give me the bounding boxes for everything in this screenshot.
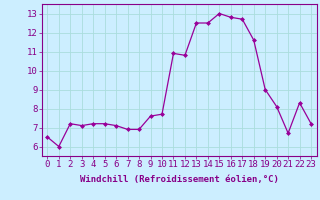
X-axis label: Windchill (Refroidissement éolien,°C): Windchill (Refroidissement éolien,°C) (80, 175, 279, 184)
